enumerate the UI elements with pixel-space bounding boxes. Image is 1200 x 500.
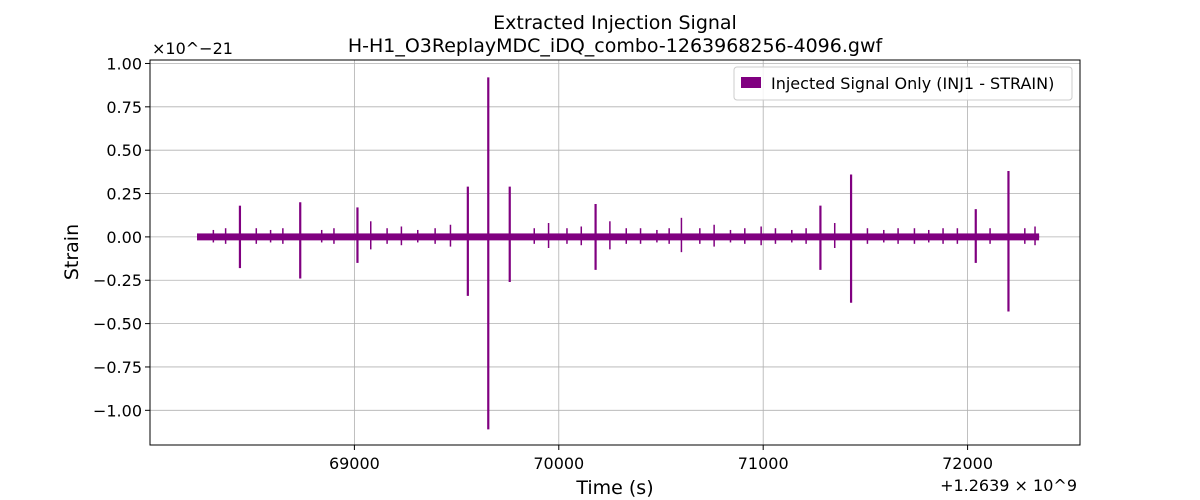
- plot-frame: [149, 59, 1081, 446]
- y-tick-label: −0.75: [93, 358, 142, 377]
- chart-title: Extracted Injection Signal: [493, 12, 737, 34]
- legend: Injected Signal Only (INJ1 - STRAIN): [733, 66, 1073, 101]
- plot-data: [197, 77, 1040, 430]
- x-axis: 69000 70000 71000 72000: [329, 445, 993, 473]
- y-axis: −1.00 −0.75 −0.50 −0.25 0.00 0.25 0.50 0.75 1.00: [93, 54, 150, 420]
- y-tick-label: −1.00: [93, 401, 142, 420]
- x-offset-label: +1.2639 × 10^9: [940, 476, 1077, 495]
- x-tick-label: 71000: [738, 454, 789, 473]
- y-tick-label: 0.50: [106, 141, 142, 160]
- x-axis-label: Time (s): [575, 477, 653, 499]
- y-scale-label: ×10^−21: [152, 39, 233, 58]
- legend-label: Injected Signal Only (INJ1 - STRAIN): [771, 74, 1054, 93]
- x-tick-label: 69000: [329, 454, 380, 473]
- y-tick-label: 1.00: [106, 54, 142, 73]
- chart-subtitle: H-H1_O3ReplayMDC_iDQ_combo-1263968256-40…: [348, 35, 884, 57]
- legend-box: [733, 66, 1073, 101]
- y-tick-label: 0.00: [106, 228, 142, 247]
- y-tick-label: −0.50: [93, 315, 142, 334]
- y-axis-label: Strain: [61, 224, 83, 280]
- y-tick-label: 0.25: [106, 185, 142, 204]
- x-tick-label: 72000: [942, 454, 993, 473]
- x-tick-label: 70000: [533, 454, 584, 473]
- legend-swatch: [741, 77, 761, 88]
- y-tick-label: −0.25: [93, 271, 142, 290]
- y-tick-label: 0.75: [106, 98, 142, 117]
- grid: [150, 60, 1080, 445]
